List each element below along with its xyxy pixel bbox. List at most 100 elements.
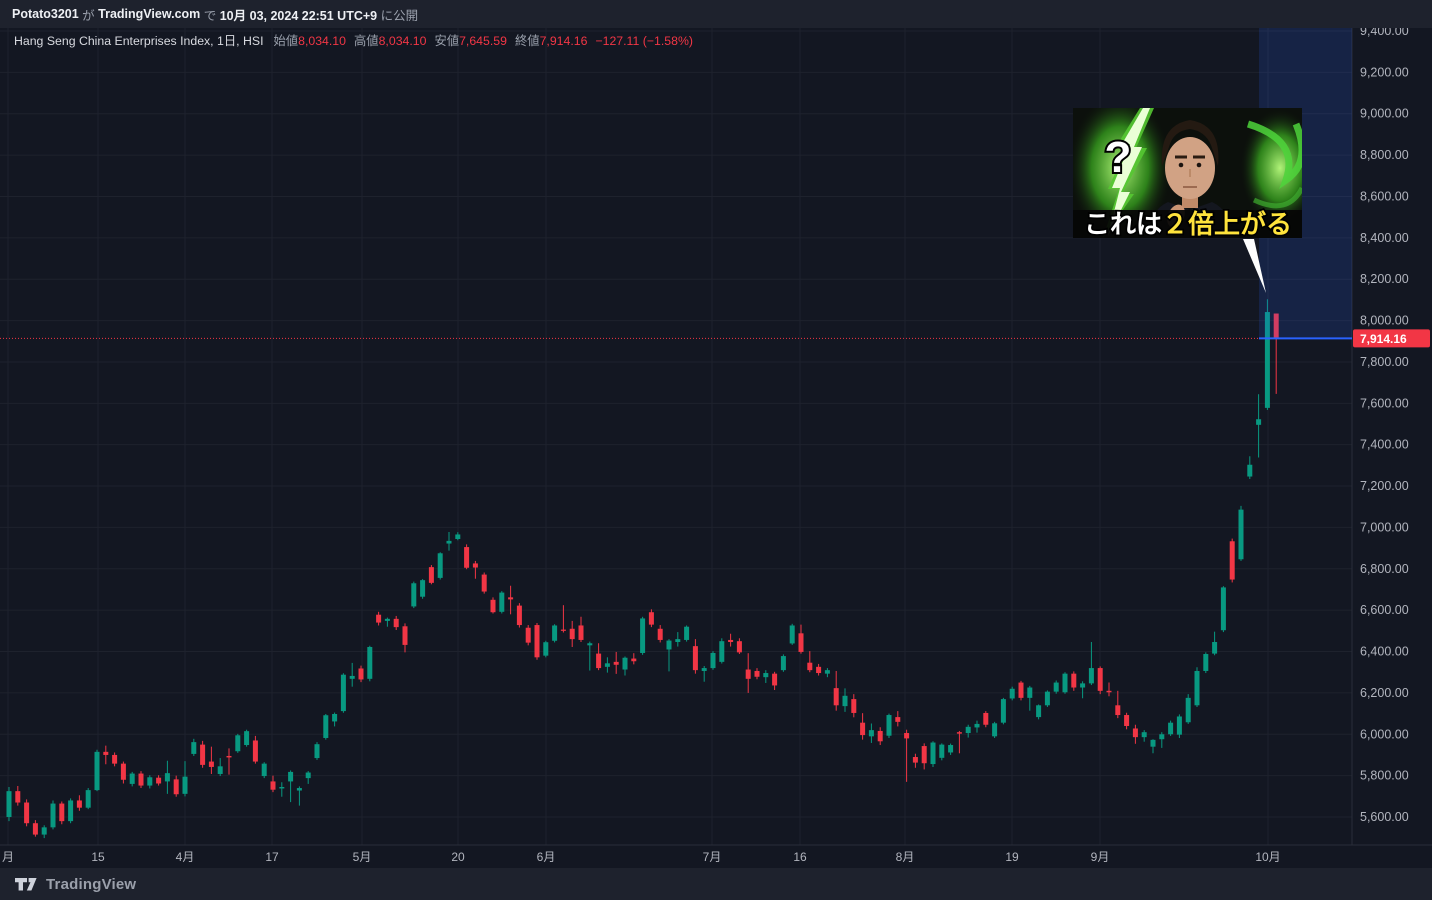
candle-body [411,583,417,607]
candle-body [1220,587,1226,631]
candle-body [552,625,558,641]
candle-body [6,791,12,817]
price-tick-label: 6,000.00 [1360,727,1409,741]
meme-thumbnail-image[interactable]: ? これは２倍上がる [1068,93,1320,243]
candle-body [85,790,91,808]
price-tick-label: 7,200.00 [1360,479,1409,493]
candle-body [1062,673,1068,693]
tradingview-logo-icon[interactable] [14,875,38,893]
candle-body [525,627,531,643]
candle-body [1080,683,1086,688]
candle-body [921,746,927,764]
white-arrow-annotation[interactable] [1243,239,1266,293]
candle-body [613,661,619,665]
candle-body [1229,541,1235,580]
time-tick-label: 9月 [1091,850,1110,864]
candle-body [534,625,540,658]
hair [1161,120,1219,166]
candle-body [490,599,496,613]
candle-body [1088,668,1094,684]
candle-body [191,742,197,754]
current-price-badge [1353,329,1430,348]
price-tick-label: 6,800.00 [1360,562,1409,576]
candle-body [1124,715,1130,726]
candle-body [675,639,681,643]
price-tick-label: 8,600.00 [1360,189,1409,203]
candle-body [1009,688,1015,699]
candle-body [138,773,144,786]
candle-body [657,628,663,640]
candle-body [1115,705,1121,716]
time-axis[interactable]: 月 15 4月 17 5月 20 6月 7月 16 8月 19 9月 10月 [2,850,1281,864]
candle-body [701,668,707,671]
time-tick-label: 5月 [353,850,372,864]
candle-body [1097,668,1103,691]
price-tick-label: 8,400.00 [1360,231,1409,245]
price-tick-label: 9,000.00 [1360,107,1409,121]
candle-body [499,592,505,612]
candle-body [332,713,338,722]
candle-body [217,766,223,774]
candle-body [965,726,971,734]
candle-body [824,670,830,674]
candle-body [226,755,232,758]
candle-body [420,580,426,597]
candle-body [983,712,989,725]
publish-particle: が [78,8,99,23]
price-axis[interactable]: 5,600.00 5,800.00 6,000.00 6,200.00 6,400.00… [1360,24,1409,824]
candle-body [208,761,214,767]
candle-body [789,625,795,644]
candle-body [974,723,980,728]
candle-body [393,618,399,628]
candle-body [1036,705,1042,718]
caption-band [1073,210,1302,238]
candle-body [1150,739,1156,747]
candle-body [578,625,584,640]
candle-body [120,763,126,780]
candle-body [930,742,936,765]
publish-particle2: で [200,8,220,23]
candle-body [666,640,672,650]
candle-body [516,605,522,626]
candle-body [569,628,575,640]
candle-body [895,717,901,722]
candlestick-series [6,299,1279,839]
tradingview-brand-text[interactable]: TradingView [46,875,137,893]
candle-body [543,642,549,656]
candle-body [402,626,408,645]
candlestick-chart[interactable]: 5,600.00 5,800.00 6,000.00 6,200.00 6,400.00… [0,24,1432,868]
candle-body [851,699,857,713]
symbol-legend[interactable]: Hang Seng China Enterprises Index, 1日, H… [14,33,693,48]
time-tick-label: 16 [793,850,807,864]
time-tick-label: 6月 [537,850,556,864]
candle-body [877,730,883,742]
candle-body [1203,654,1209,671]
candle-body [279,787,285,789]
candle-body [32,823,38,835]
candle-body [754,670,760,677]
caption-text: これは２倍上がる [1084,209,1292,239]
candle-body [1168,722,1174,735]
question-mark-text: ? [1105,133,1132,182]
publish-site-link[interactable]: TradingView.com [98,7,201,21]
footer-bar: TradingView [0,868,1432,900]
price-tick-label: 6,600.00 [1360,603,1409,617]
candle-body [719,641,725,662]
candle-body [164,773,170,782]
chart-area[interactable]: 5,600.00 5,800.00 6,000.00 6,200.00 6,400.00… [0,24,1432,868]
candle-body [358,668,364,680]
candle-body [560,629,566,631]
candle-body [1273,313,1279,339]
candle-body [288,771,294,782]
candle-body [1141,732,1147,738]
candle-body [1132,728,1138,738]
grid-lines [0,28,1352,845]
price-tick-label: 7,600.00 [1360,396,1409,410]
candle-body [684,626,690,640]
price-tick-label: 7,400.00 [1360,438,1409,452]
publish-suffix: に公開 [377,8,419,23]
candle-body [860,722,866,736]
candle-body [1018,682,1024,698]
price-tick-label: 9,200.00 [1360,65,1409,79]
candle-body [24,802,30,824]
